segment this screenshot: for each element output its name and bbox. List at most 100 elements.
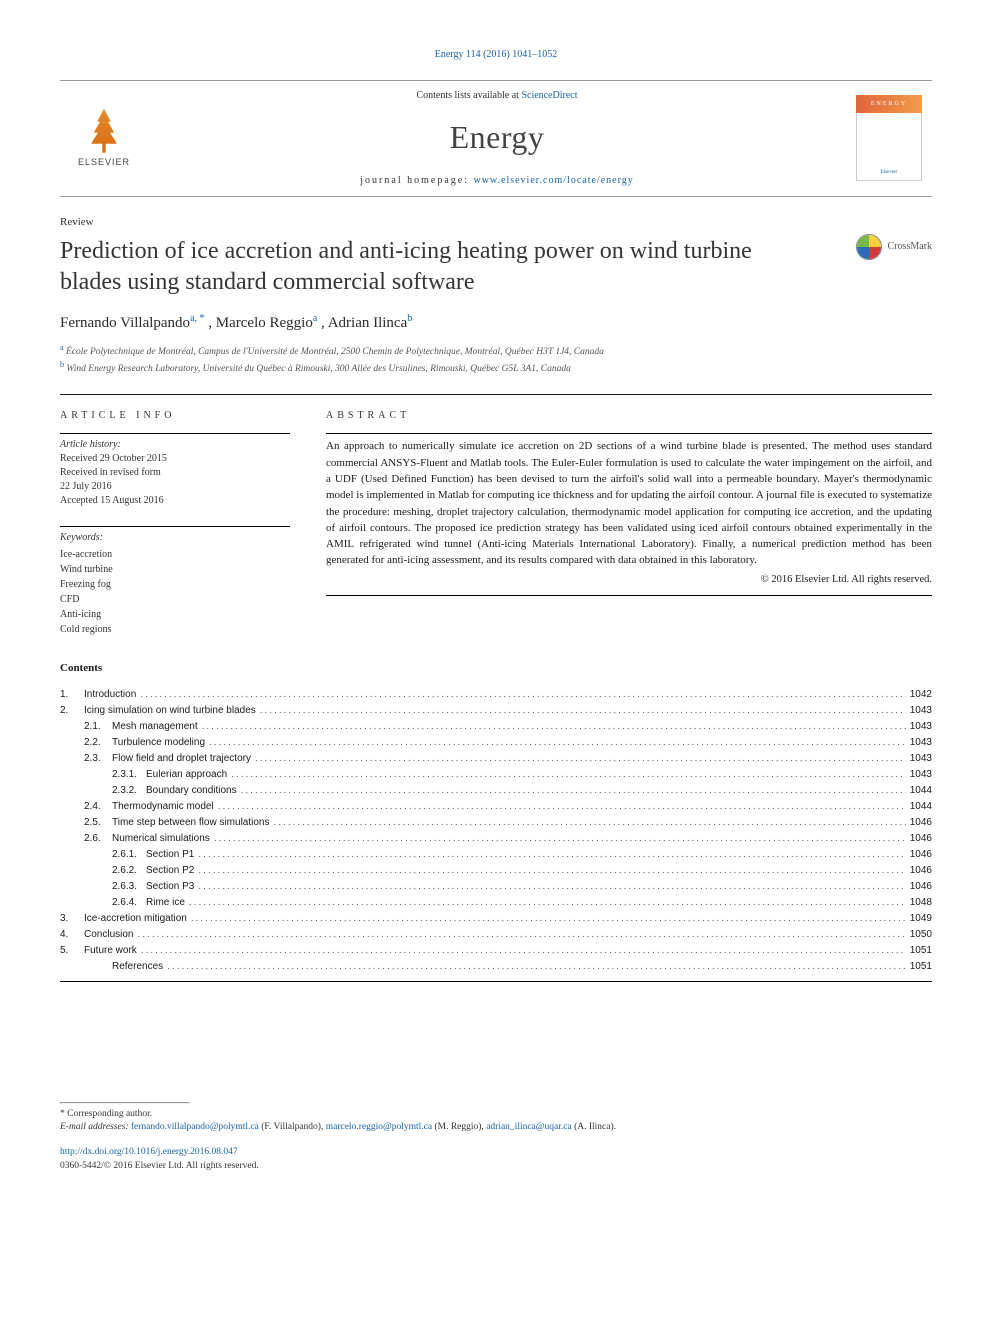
toc-page: 1043 [910,751,932,767]
info-rule [60,433,290,434]
journal-cover-thumb: ENERGY Elsevier [856,95,922,181]
keyword-item: Ice-accretion [60,547,290,562]
author-2-affil: a [313,313,317,324]
toc-row: 2.2.Turbulence modeling 1043 [60,735,932,751]
toc-page: 1042 [910,687,932,703]
history-label: Article history: [60,438,290,452]
history-accepted: Accepted 15 August 2016 [60,494,290,508]
toc-label: Section P1 [146,847,194,863]
toc-number: 2.6.1. [112,847,146,863]
toc-row: 2.6.3.Section P3 1046 [60,879,932,895]
toc-leader-dots [189,895,906,911]
toc-row: 2.3.Flow field and droplet trajectory 10… [60,751,932,767]
homepage-label: journal homepage: [360,175,473,186]
toc-label: Icing simulation on wind turbine blades [84,703,256,719]
copyright-line: © 2016 Elsevier Ltd. All rights reserved… [326,573,932,588]
toc-row: References 1051 [60,959,932,975]
elsevier-tree-icon [87,109,121,153]
toc-label: Flow field and droplet trajectory [112,751,251,767]
toc-page: 1051 [910,959,932,975]
toc-leader-dots [140,687,905,703]
toc-label: Boundary conditions [146,783,237,799]
toc-page: 1043 [910,719,932,735]
toc-leader-dots [218,799,906,815]
toc-leader-dots [231,767,906,783]
info-abstract-row: ARTICLE INFO Article history: Received 2… [60,409,932,637]
article-info-head: ARTICLE INFO [60,409,290,423]
keyword-item: CFD [60,592,290,607]
keyword-item: Anti-icing [60,607,290,622]
toc-number: 2.3. [84,751,112,767]
author-3: , Adrian Ilinca [321,315,407,331]
cover-footer: Elsevier [881,169,897,176]
toc-row: 2.4.Thermodynamic model 1044 [60,799,932,815]
toc-page: 1043 [910,767,932,783]
cover-title: ENERGY [856,95,922,113]
toc-number: 2.6.2. [112,863,146,879]
toc-label: Numerical simulations [112,831,210,847]
toc-page: 1050 [910,927,932,943]
publisher-logo: ELSEVIER [70,100,138,176]
toc-number: 2.3.2. [112,783,146,799]
toc-number: 2.1. [84,719,112,735]
history-revised: Received in revised form [60,466,290,480]
email-3[interactable]: adrian_ilinca@uqar.ca [486,1122,572,1132]
toc-label: Turbulence modeling [112,735,205,751]
corresponding-author: * Corresponding author. [60,1108,932,1121]
toc-number: 2.3.1. [112,767,146,783]
contents-heading: Contents [60,661,932,676]
journal-header-box: ELSEVIER Contents lists available at Sci… [60,80,932,197]
toc-leader-dots [260,703,906,719]
toc-page: 1046 [910,847,932,863]
toc-leader-dots [141,943,906,959]
toc-label: Thermodynamic model [112,799,214,815]
abstract-col: ABSTRACT An approach to numerically simu… [326,409,932,637]
toc-number: 2. [60,703,84,719]
toc-page: 1049 [910,911,932,927]
toc-row: 4.Conclusion 1050 [60,927,932,943]
article-title: Prediction of ice accretion and anti-ici… [60,236,780,297]
doi-link[interactable]: http://dx.doi.org/10.1016/j.energy.2016.… [60,1147,238,1157]
crossmark-badge[interactable]: CrossMark [856,234,932,260]
homepage-link[interactable]: www.elsevier.com/locate/energy [473,175,633,186]
toc-label: Ice-accretion mitigation [84,911,187,927]
article-type: Review [60,215,932,230]
email-2[interactable]: marcelo.reggio@polymtl.ca [326,1122,432,1132]
toc-row: 3.Ice-accretion mitigation 1049 [60,911,932,927]
toc-page: 1043 [910,703,932,719]
toc-page: 1046 [910,879,932,895]
toc-number: 2.2. [84,735,112,751]
toc-leader-dots [273,815,905,831]
toc-page: 1044 [910,799,932,815]
history-received: Received 29 October 2015 [60,452,290,466]
abstract-rule-2 [326,595,932,596]
toc-row: 2.6.4.Rime ice 1048 [60,895,932,911]
table-of-contents: 1.Introduction 10422.Icing simulation on… [60,687,932,975]
toc-row: 2.6.Numerical simulations 1046 [60,831,932,847]
email-2-name: (M. Reggio), [432,1122,486,1132]
toc-label: Introduction [84,687,136,703]
keywords-list: Ice-accretionWind turbineFreezing fogCFD… [60,547,290,637]
toc-label: Time step between flow simulations [112,815,269,831]
sciencedirect-link[interactable]: ScienceDirect [521,90,577,101]
toc-leader-dots [191,911,906,927]
email-1-name: (F. Villalpando), [259,1122,326,1132]
toc-label: Eulerian approach [146,767,227,783]
toc-label: Section P3 [146,879,194,895]
email-3-name: (A. Ilinca). [572,1122,616,1132]
toc-number: 4. [60,927,84,943]
history-revised-date: 22 July 2016 [60,480,290,494]
toc-leader-dots [198,863,905,879]
abstract-text: An approach to numerically simulate ice … [326,438,932,568]
page-footer: * Corresponding author. E-mail addresses… [60,1102,932,1173]
author-2: , Marcelo Reggio [208,315,313,331]
contents-available-text: Contents lists available at [416,90,521,101]
toc-row: 2.1.Mesh management 1043 [60,719,932,735]
email-1[interactable]: fernando.villalpando@polymtl.ca [131,1122,259,1132]
toc-row: 1.Introduction 1042 [60,687,932,703]
info-rule-2 [60,526,290,527]
toc-label: References [112,959,163,975]
affil-b: Wind Energy Research Laboratory, Univers… [64,364,571,374]
toc-page: 1044 [910,783,932,799]
contents-available-line: Contents lists available at ScienceDirec… [138,89,856,103]
